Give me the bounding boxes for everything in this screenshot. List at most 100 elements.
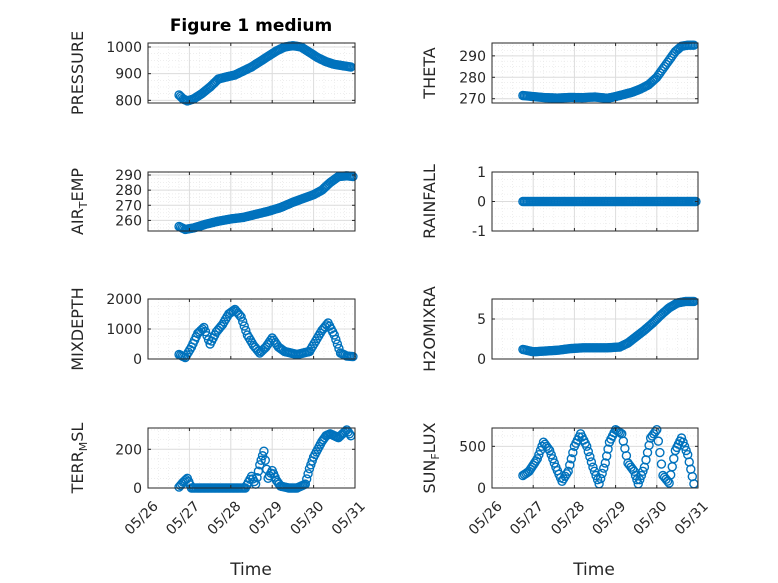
data-point <box>649 429 659 439</box>
data-point <box>636 470 647 481</box>
y-tick-label: 0 <box>133 352 142 368</box>
data-point <box>681 40 691 51</box>
data-point <box>255 460 265 470</box>
data-point <box>321 181 331 192</box>
subplot-1: 800 900 1000 PRESSURE <box>68 31 356 115</box>
data-point <box>653 436 664 446</box>
y-axis-label: TERRMSL <box>68 423 90 495</box>
axes-box <box>491 427 699 489</box>
data-point <box>303 347 313 357</box>
data-point <box>548 454 558 464</box>
data-point <box>669 453 679 464</box>
data-point <box>529 458 540 468</box>
subplot-6: 0 5 H2OMIXRA <box>420 286 699 372</box>
subplot-2: 270 280 290 THETA <box>420 40 699 108</box>
data-point <box>565 460 575 470</box>
data-point <box>667 51 677 61</box>
x-axis-label-left: Time <box>229 560 272 580</box>
axes-box <box>147 427 356 489</box>
data-point <box>194 327 204 337</box>
y-tick-label: 290 <box>115 168 142 184</box>
data-point <box>181 95 191 105</box>
data-point <box>600 458 610 468</box>
data-point <box>252 472 262 483</box>
data-point <box>214 323 225 333</box>
y-tick-label: 1000 <box>106 40 142 56</box>
data-point <box>603 444 613 454</box>
data-point <box>311 447 322 457</box>
data-point <box>583 446 594 457</box>
data-point <box>689 196 700 207</box>
data-point <box>599 463 609 473</box>
data-point <box>652 314 662 324</box>
y-tick-label: 900 <box>115 67 142 83</box>
y-axis-label: THETA <box>420 47 439 99</box>
data-point <box>238 316 248 327</box>
data-point <box>196 325 206 336</box>
axes-box <box>147 42 356 104</box>
data-point <box>546 449 556 460</box>
y-axis-label: AIRTEMP <box>68 168 90 235</box>
data-point <box>574 432 584 442</box>
y-tick-label: 1 <box>477 165 486 181</box>
data-point <box>191 332 201 342</box>
data-point <box>334 343 344 354</box>
data-point <box>621 451 632 461</box>
data-point <box>320 322 330 332</box>
y-tick-label: 1000 <box>106 322 142 338</box>
data-point <box>643 321 654 332</box>
data-point <box>647 76 658 86</box>
data-point <box>260 455 270 465</box>
y-tick-label: 0 <box>477 195 486 211</box>
data-point <box>303 469 313 479</box>
data-point <box>332 339 343 349</box>
y-tick-label: 800 <box>115 93 142 109</box>
y-axis-label: H2OMIXRA <box>420 286 439 372</box>
y-axis-label: MIXDEPTH <box>68 287 87 370</box>
data-point <box>210 330 220 340</box>
data-point <box>597 468 607 479</box>
subplot-4: -1 0 1 RAINFALL <box>420 164 701 240</box>
data-point <box>687 296 698 307</box>
data-point <box>656 459 667 469</box>
data-point <box>595 473 606 484</box>
data-point <box>661 59 671 70</box>
data-point <box>591 470 601 481</box>
y-axis-label: RAINFALL <box>420 164 439 239</box>
figure-title: Figure 1 medium <box>170 16 332 36</box>
y-tick-label: 0 <box>477 352 486 368</box>
subplot-5: 0 1000 2000 MIXDEPTH <box>68 287 358 371</box>
y-tick-label: 280 <box>115 183 142 199</box>
axes-box <box>147 171 356 232</box>
data-point <box>534 449 544 460</box>
data-point <box>638 466 648 477</box>
y-tick-label: 0 <box>477 481 486 497</box>
y-tick-label: 2000 <box>106 292 142 308</box>
data-point <box>258 345 268 355</box>
data-point <box>200 326 211 337</box>
y-tick-label: 270 <box>459 92 486 108</box>
y-tick-label: 260 <box>115 213 142 229</box>
data-point <box>681 445 691 456</box>
data-point <box>626 462 636 472</box>
y-tick-label: 290 <box>459 49 486 65</box>
data-point <box>687 471 698 482</box>
data-point <box>586 457 597 467</box>
data-point <box>679 441 690 452</box>
data-point <box>655 447 665 458</box>
data-point <box>299 480 309 490</box>
data-point <box>331 334 341 345</box>
axes-box <box>491 298 699 360</box>
data-point <box>615 428 625 438</box>
data-point <box>585 452 595 462</box>
data-point <box>270 472 280 482</box>
data-point <box>227 307 237 317</box>
data-point <box>239 321 249 331</box>
data-point <box>302 474 312 484</box>
data-point <box>256 346 267 357</box>
data-point <box>270 337 281 348</box>
y-tick-label: 280 <box>459 70 486 86</box>
data-point <box>541 441 552 452</box>
